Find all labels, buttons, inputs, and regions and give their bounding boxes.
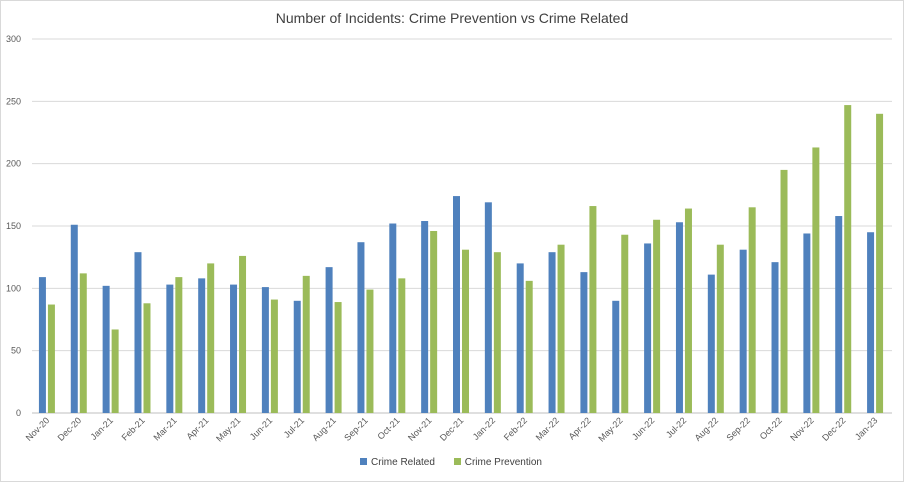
bar-crime-related <box>134 252 142 413</box>
bar-crime-prevention <box>302 275 310 413</box>
legend-swatch-crime-prevention <box>453 457 461 465</box>
bar-crime-related <box>453 196 460 413</box>
bar-crime-prevention <box>493 252 501 413</box>
bar-crime-prevention <box>398 278 406 413</box>
bar-crime-prevention <box>462 249 469 413</box>
bar-crime-related <box>835 216 843 413</box>
bar-crime-related <box>516 263 524 413</box>
x-tick-label: May-22 <box>596 415 624 443</box>
x-tick-label: Feb-21 <box>120 415 147 442</box>
x-tick-label: Dec-21 <box>438 415 466 443</box>
x-tick-label: Jun-21 <box>248 415 275 442</box>
bar-crime-prevention <box>207 263 215 413</box>
legend-label-crime-related: Crime Related <box>371 457 435 468</box>
x-tick-label: Aug-21 <box>310 415 338 443</box>
bar-crime-prevention <box>111 329 119 413</box>
bar-crime-related <box>867 232 875 413</box>
bar-crime-prevention <box>844 105 852 413</box>
bar-crime-prevention <box>270 299 278 413</box>
bar-crime-prevention <box>175 277 183 413</box>
bar-crime-related <box>261 287 269 413</box>
bar-crime-prevention <box>47 304 55 413</box>
bar-crime-prevention <box>684 208 692 413</box>
bar-crime-related <box>325 267 333 413</box>
bar-crime-prevention <box>79 273 87 413</box>
x-tick-label: Jun-22 <box>630 415 657 442</box>
bar-crime-related <box>102 285 110 413</box>
bar-crime-related <box>198 278 206 413</box>
chart-title: Number of Incidents: Crime Prevention vs… <box>275 10 629 26</box>
y-tick-label: 300 <box>6 34 21 44</box>
y-tick-label: 0 <box>16 408 21 418</box>
x-tick-label: Dec-22 <box>820 415 848 443</box>
bar-crime-related <box>357 242 365 413</box>
x-tick-label: Sep-22 <box>724 415 752 443</box>
x-tick-label: Oct-21 <box>376 415 402 441</box>
bar-crime-related <box>389 223 397 413</box>
bar-crime-prevention <box>653 219 661 413</box>
x-tick-label: Jul-21 <box>282 415 306 439</box>
y-tick-label: 150 <box>6 221 21 231</box>
bar-crime-prevention <box>525 280 533 413</box>
legend-item-crime-related: Crime Related <box>360 457 435 468</box>
bar-crime-related <box>230 284 238 413</box>
x-tick-label: Apr-22 <box>567 415 593 441</box>
bar-crime-related <box>548 252 556 413</box>
bar-crime-prevention <box>812 147 820 413</box>
x-tick-label: Aug-22 <box>693 415 721 443</box>
bar-crime-prevention <box>748 207 756 413</box>
bar-crime-related <box>612 300 620 413</box>
bar-crime-related <box>739 249 747 413</box>
bar-crime-related <box>675 222 683 413</box>
bar-crime-related <box>580 272 588 413</box>
x-tick-label: Jan-23 <box>853 415 880 442</box>
bar-crime-prevention <box>589 206 597 413</box>
bar-crime-prevention <box>239 255 247 413</box>
bar-crime-related <box>484 202 492 413</box>
bar-crime-related <box>771 262 779 413</box>
legend-swatch-crime-related <box>360 457 368 465</box>
x-tick-label: Jan-22 <box>471 415 498 442</box>
x-tick-label: Nov-21 <box>406 415 434 443</box>
y-tick-label: 200 <box>6 159 21 169</box>
x-tick-label: Dec-20 <box>56 415 84 443</box>
x-tick-label: Mar-21 <box>152 415 179 442</box>
bar-crime-related <box>70 224 78 413</box>
bar-crime-related <box>293 300 301 413</box>
bar-crime-prevention <box>334 302 342 413</box>
y-tick-label: 250 <box>6 96 21 106</box>
x-tick-label: Sep-21 <box>342 415 370 443</box>
bar-crime-prevention <box>366 289 374 413</box>
x-tick-label: Feb-22 <box>502 415 529 442</box>
x-tick-label: Apr-21 <box>184 415 210 441</box>
bar-crime-prevention <box>716 244 724 413</box>
x-tick-label: Jul-22 <box>664 415 688 439</box>
bar-crime-related <box>803 233 811 413</box>
bar-crime-prevention <box>621 234 629 413</box>
bar-crime-related <box>166 284 174 413</box>
y-tick-label: 100 <box>6 283 21 293</box>
bar-crime-prevention <box>557 244 565 413</box>
bar-crime-related <box>644 243 652 413</box>
chart-legend: Crime Related Crime Prevention <box>0 457 902 468</box>
x-tick-label: Oct-22 <box>758 415 784 441</box>
bar-crime-prevention <box>780 169 788 413</box>
bar-crime-related <box>421 221 429 413</box>
x-tick-label: Nov-22 <box>788 415 816 443</box>
bar-crime-related <box>707 274 715 413</box>
y-tick-label: 50 <box>11 346 21 356</box>
legend-item-crime-prevention: Crime Prevention <box>453 457 542 468</box>
x-tick-label: Mar-22 <box>534 415 561 442</box>
bar-crime-prevention <box>876 113 884 414</box>
x-tick-label: Jan-21 <box>89 415 116 442</box>
bar-crime-prevention <box>430 230 438 413</box>
x-tick-label: May-21 <box>214 415 242 443</box>
x-tick-label: Nov-20 <box>24 415 52 443</box>
legend-label-crime-prevention: Crime Prevention <box>464 457 542 468</box>
bar-crime-prevention <box>143 303 151 413</box>
bar-crime-related <box>38 277 46 413</box>
